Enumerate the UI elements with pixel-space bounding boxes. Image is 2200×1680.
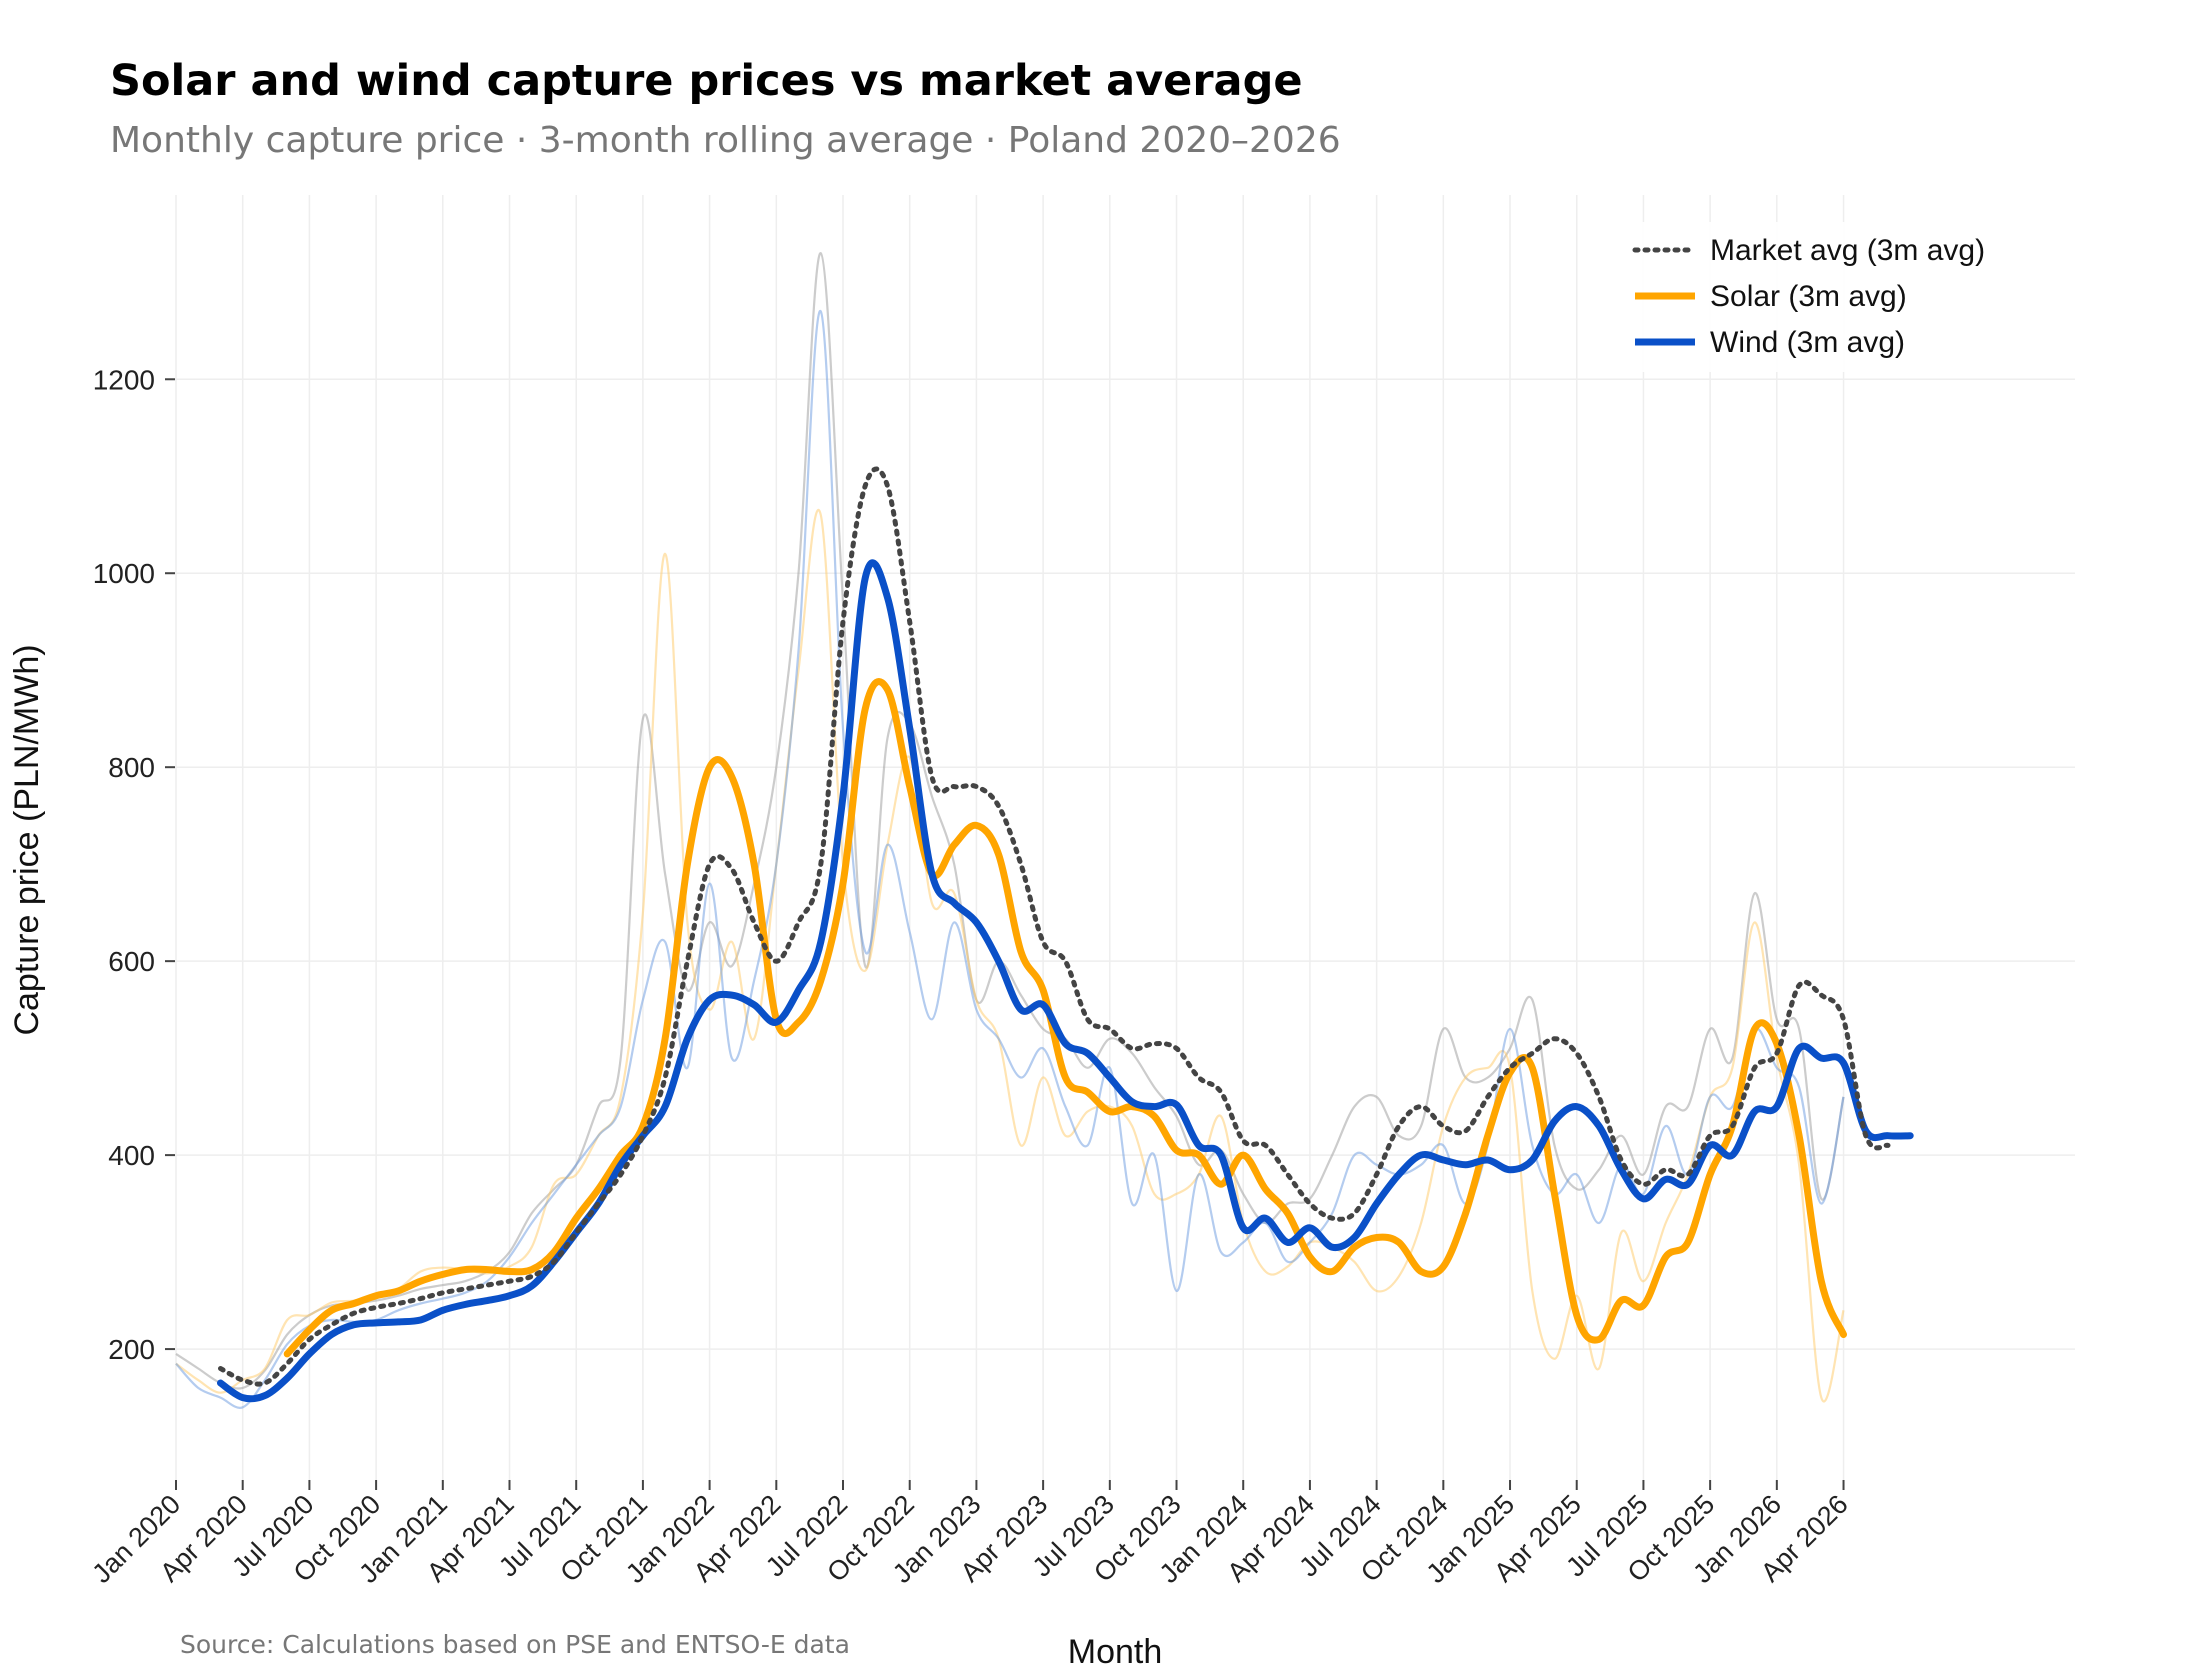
- wind-series-line: [217, 559, 1914, 1403]
- y-tick-label: 200: [108, 1334, 155, 1365]
- y-tick-label: 1200: [93, 364, 155, 395]
- grid-layer: [175, 195, 2075, 1480]
- wind-legend-label: Wind (3m avg): [1710, 326, 1905, 359]
- series-layer: [217, 466, 1914, 1403]
- x-axis-label: Month: [1068, 1633, 1163, 1671]
- wind_raw-line: [175, 310, 1845, 1409]
- solar-legend-label: Solar (3m avg): [1710, 280, 1907, 313]
- solar-series-line: [283, 678, 1847, 1358]
- market_raw-line: [175, 252, 1845, 1390]
- y-tick-label: 600: [108, 946, 155, 977]
- chart-title: Solar and wind capture prices vs market …: [110, 56, 1303, 106]
- solar_raw-line: [175, 509, 1845, 1403]
- y-tick-label: 1000: [93, 558, 155, 589]
- market-series-line: [218, 466, 1891, 1387]
- source-note: Source: Calculations based on PSE and EN…: [180, 1630, 850, 1659]
- y-tick-label: 800: [108, 752, 155, 783]
- legend[interactable]: Market avg (3m avg) Solar (3m avg) Wind (3…: [1615, 222, 2075, 372]
- y-axis-label: Capture price (PLN/MWh): [8, 644, 46, 1035]
- chart-subtitle: Monthly capture price · 3-month rolling …: [110, 120, 1341, 161]
- y-tick-label: 400: [108, 1140, 155, 1171]
- market-legend-label: Market avg (3m avg): [1710, 234, 1985, 267]
